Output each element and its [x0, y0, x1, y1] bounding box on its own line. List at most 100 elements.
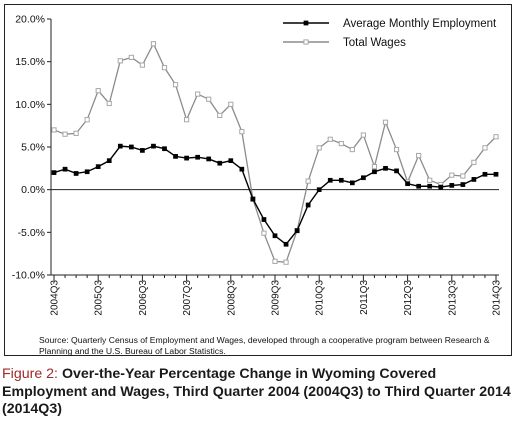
data-point-employment: [383, 165, 388, 171]
data-point-wages: [261, 230, 267, 236]
data-point-employment: [350, 180, 355, 186]
data-point-employment: [228, 158, 234, 164]
data-point-employment: [261, 217, 267, 222]
x-tick-label: 2011Q3: [359, 280, 370, 315]
data-point-employment: [305, 202, 311, 208]
data-point-wages: [482, 145, 488, 151]
x-tick-label: 2009Q3: [271, 280, 282, 316]
data-point-employment: [195, 154, 201, 160]
data-point-employment: [427, 183, 433, 189]
data-point-employment: [106, 158, 112, 164]
data-point-wages: [349, 146, 355, 153]
y-tick-label: -10.0%: [12, 270, 45, 282]
data-point-employment: [272, 233, 278, 239]
chart-frame: 20.0% 15.0% 10.0% 5.0% 0.0% -5.0% -10.0% 2004Q3…: [4, 4, 512, 356]
data-point-employment: [239, 166, 245, 172]
y-tick-label: 10.0%: [15, 99, 45, 111]
data-point-employment: [206, 156, 212, 162]
data-point-wages: [117, 58, 123, 64]
figure-caption: Figure 2: Over-the-Year Percentage Chang…: [2, 366, 514, 419]
data-point-employment: [327, 177, 333, 183]
x-tick-label: 2006Q3: [138, 280, 149, 316]
legend-marker-employment: [303, 20, 309, 26]
data-point-wages: [316, 145, 322, 151]
data-point-wages: [73, 130, 79, 136]
data-point-employment: [405, 181, 410, 187]
data-point-employment: [283, 241, 289, 247]
data-point-employment: [449, 183, 455, 188]
data-point-employment: [316, 187, 322, 193]
data-point-employment: [361, 175, 366, 181]
data-point-wages: [327, 136, 333, 142]
data-point-wages: [161, 65, 168, 71]
data-point-employment: [162, 146, 167, 152]
data-point-wages: [360, 132, 366, 138]
x-tick-label: 2013Q3: [447, 280, 458, 316]
data-point-wages: [239, 129, 245, 135]
data-point-employment: [151, 143, 156, 149]
data-point-wages: [305, 178, 311, 184]
data-point-wages: [427, 177, 433, 183]
data-point-wages: [139, 62, 146, 68]
data-point-employment: [140, 148, 145, 153]
data-point-wages: [471, 159, 477, 165]
y-tick-label: 15.0%: [15, 56, 45, 68]
data-point-wages: [62, 131, 68, 137]
data-point-wages: [195, 91, 201, 97]
data-point-wages: [416, 152, 422, 159]
data-point-wages: [51, 127, 57, 133]
data-point-employment: [394, 168, 399, 174]
data-point-employment: [51, 170, 57, 175]
data-point-employment: [62, 166, 68, 172]
data-point-employment: [173, 154, 178, 159]
legend-marker-wages: [303, 39, 309, 45]
x-tick-label: 2012Q3: [403, 280, 414, 316]
data-point-wages: [150, 41, 157, 47]
data-point-employment: [95, 164, 101, 169]
data-point-wages: [128, 54, 134, 60]
data-point-wages: [393, 146, 400, 153]
data-point-wages: [184, 117, 190, 123]
data-point-employment: [471, 177, 477, 182]
y-tick-label: -5.0%: [18, 227, 45, 239]
data-point-wages: [206, 96, 212, 102]
data-point-wages: [449, 172, 455, 178]
chart-source-note: Source: Quarterly Census of Employment a…: [39, 335, 490, 356]
x-tick-label: 2005Q3: [94, 280, 105, 316]
y-tick-label: 5.0%: [21, 142, 45, 154]
x-tick-label: 2010Q3: [315, 280, 326, 316]
figure-caption-text: Over-the-Year Percentage Change in Wyomi…: [2, 366, 511, 417]
data-point-employment: [184, 155, 189, 161]
data-point-wages: [272, 258, 278, 264]
data-point-employment: [217, 160, 223, 166]
legend-label-1: Total Wages: [343, 37, 406, 49]
line-chart: 20.0% 15.0% 10.0% 5.0% 0.0% -5.0% -10.0% 2004Q3…: [12, 14, 503, 316]
data-point-wages: [371, 164, 378, 170]
x-tick-label: 2014Q3: [492, 280, 503, 316]
data-point-employment: [438, 184, 444, 190]
y-tick-label: 0.0%: [21, 184, 45, 196]
data-point-employment: [493, 171, 499, 177]
data-point-employment: [129, 144, 134, 150]
data-point-employment: [338, 177, 344, 183]
data-point-wages: [283, 259, 289, 265]
data-point-employment: [73, 171, 79, 176]
data-point-employment: [460, 182, 466, 187]
data-point-employment: [84, 169, 90, 175]
data-point-wages: [493, 134, 499, 140]
x-tick-label: 2004Q3: [50, 280, 61, 316]
data-point-employment: [117, 143, 123, 149]
legend-label-0: Average Monthly Employment: [343, 18, 497, 30]
x-tick-label: 2008Q3: [226, 280, 237, 316]
data-point-wages: [460, 173, 466, 179]
x-tick-label: 2007Q3: [182, 280, 193, 316]
data-point-employment: [250, 196, 256, 202]
figure-caption-label: Figure 2:: [2, 366, 58, 382]
series-line-0: [53, 145, 496, 246]
data-point-wages: [172, 82, 179, 88]
data-point-employment: [372, 169, 377, 175]
y-tick-label: 20.0%: [15, 14, 45, 26]
series-line-1: [53, 42, 497, 263]
data-point-employment: [294, 228, 300, 233]
data-point-wages: [338, 140, 344, 147]
